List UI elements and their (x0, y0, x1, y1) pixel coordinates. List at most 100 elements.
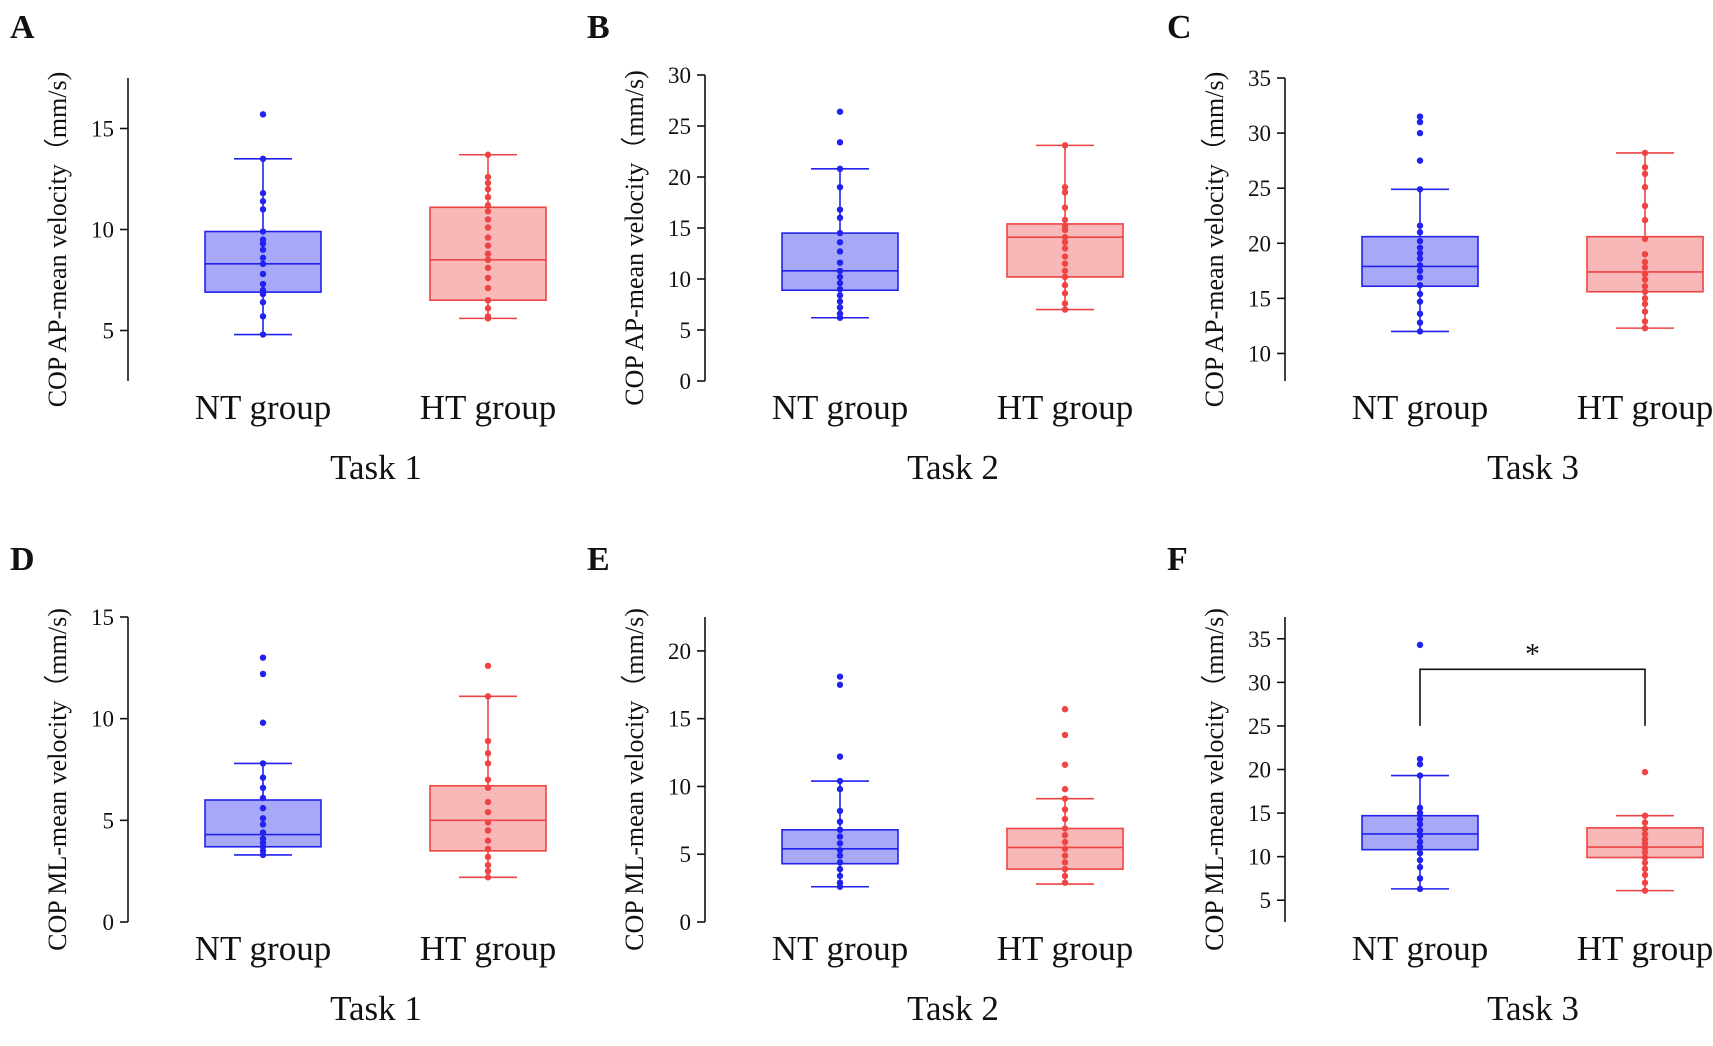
y-tick-label: 20 (668, 639, 691, 664)
nt-data-point (1416, 249, 1424, 257)
ht-data-point (484, 274, 492, 282)
nt-data-point (836, 267, 844, 275)
y-tick-label: 10 (1248, 341, 1271, 366)
nt-category-label: NT group (772, 929, 908, 968)
ht-data-point (484, 250, 492, 257)
nt-data-point (1416, 772, 1424, 779)
ht-data-point (484, 827, 492, 834)
y-tick-label: 5 (1260, 888, 1272, 913)
nt-data-point (836, 259, 844, 266)
nt-data-point (259, 654, 267, 661)
ht-data-point (1061, 806, 1069, 813)
ht-data-point (484, 874, 492, 881)
ht-data-point (1641, 819, 1649, 826)
y-tick-label: 30 (668, 63, 691, 88)
ht-data-point (1061, 825, 1069, 832)
y-tick-label: 20 (668, 165, 691, 190)
nt-data-point (836, 239, 844, 246)
ht-category-label: HT group (997, 929, 1133, 968)
nt-data-point (259, 299, 267, 306)
nt-data-point (836, 818, 844, 825)
nt-data-point (836, 673, 844, 680)
ht-data-point (1641, 235, 1649, 243)
panel-d: D 0 5 10 15 COP ML-mean velocity（mm/s) NT grou… (10, 541, 556, 1028)
x-axis-label: Task 2 (907, 448, 999, 487)
ht-data-point (1641, 830, 1649, 838)
nt-data-point (259, 228, 267, 235)
nt-data-point (1416, 157, 1424, 164)
nt-data-point (1416, 815, 1424, 823)
ht-data-point (1641, 258, 1649, 266)
y-axis-label: COP ML-mean velocity（mm/s) (1200, 608, 1229, 951)
nt-data-point (836, 108, 844, 115)
panel-letter: D (10, 541, 35, 578)
nt-data-point (836, 292, 844, 299)
ht-data-point (1061, 260, 1069, 267)
ht-data-point (1641, 308, 1649, 315)
ht-category-label: HT group (1577, 388, 1713, 427)
nt-data-point (259, 198, 267, 205)
ht-data-point (484, 315, 492, 322)
ht-data-point (484, 234, 492, 241)
nt-data-point (836, 807, 844, 815)
y-axis-label: COP AP-mean velocity（mm/s) (620, 70, 649, 406)
ht-category-label: HT group (1577, 929, 1713, 968)
nt-data-point (836, 248, 844, 255)
y-tick-label: 5 (680, 842, 692, 867)
nt-data-point (1416, 281, 1424, 289)
ht-data-point (1641, 887, 1649, 894)
y-tick-label: 5 (103, 808, 115, 833)
ht-data-point (1061, 785, 1069, 793)
ht-data-point (484, 202, 492, 209)
panel-letter: E (587, 541, 610, 578)
ht-data-point (1061, 233, 1069, 241)
nt-data-point (259, 719, 267, 726)
ht-data-point (1641, 216, 1649, 224)
ht-data-point (484, 784, 492, 791)
ht-data-point (1641, 202, 1649, 210)
nt-data-point (836, 139, 844, 146)
ht-data-point (1641, 295, 1649, 302)
y-tick-label: 15 (91, 117, 114, 142)
ht-data-point (1061, 281, 1069, 289)
ht-data-point (484, 185, 492, 193)
x-axis-label: Task 3 (1487, 448, 1579, 487)
nt-data-point (1416, 838, 1424, 846)
ht-data-point (1641, 849, 1649, 856)
nt-data-point (1416, 129, 1424, 137)
nt-data-point (259, 254, 267, 261)
ht-data-point (1641, 865, 1649, 873)
ht-data-point (484, 750, 492, 757)
ht-data-point (1641, 170, 1649, 178)
ht-data-point (484, 208, 492, 215)
y-tick-label: 10 (1248, 845, 1271, 870)
nt-data-point (836, 304, 844, 311)
nt-category-label: NT group (772, 388, 908, 427)
ht-data-point (1061, 300, 1069, 307)
nt-data-point (1416, 885, 1424, 893)
nt-data-point (836, 206, 844, 213)
nt-data-point (836, 777, 844, 785)
ht-data-point (484, 151, 492, 158)
nt-data-point (259, 804, 267, 812)
ht-data-point (1061, 306, 1069, 313)
nt-data-point (1416, 244, 1424, 251)
nt-data-point (836, 840, 844, 847)
panel-a: A 5 10 15 COP AP-mean velocity（mm/s) NT group… (10, 9, 556, 487)
ht-data-point (484, 867, 492, 875)
ht-data-point (1641, 768, 1649, 776)
ht-data-point (1641, 859, 1649, 866)
nt-data-point (836, 852, 844, 859)
nt-data-point (259, 331, 267, 338)
ht-data-point (1061, 761, 1069, 768)
y-tick-label: 35 (1248, 627, 1271, 652)
ht-data-point (484, 845, 492, 852)
y-tick-label: 15 (1248, 286, 1271, 311)
x-axis-label: Task 1 (330, 989, 422, 1028)
ht-data-point (1641, 812, 1649, 819)
ht-data-point (1061, 226, 1069, 234)
ht-data-point (1061, 204, 1069, 211)
ht-data-point (484, 264, 492, 272)
nt-data-point (1416, 290, 1424, 298)
nt-data-point (1416, 809, 1424, 817)
